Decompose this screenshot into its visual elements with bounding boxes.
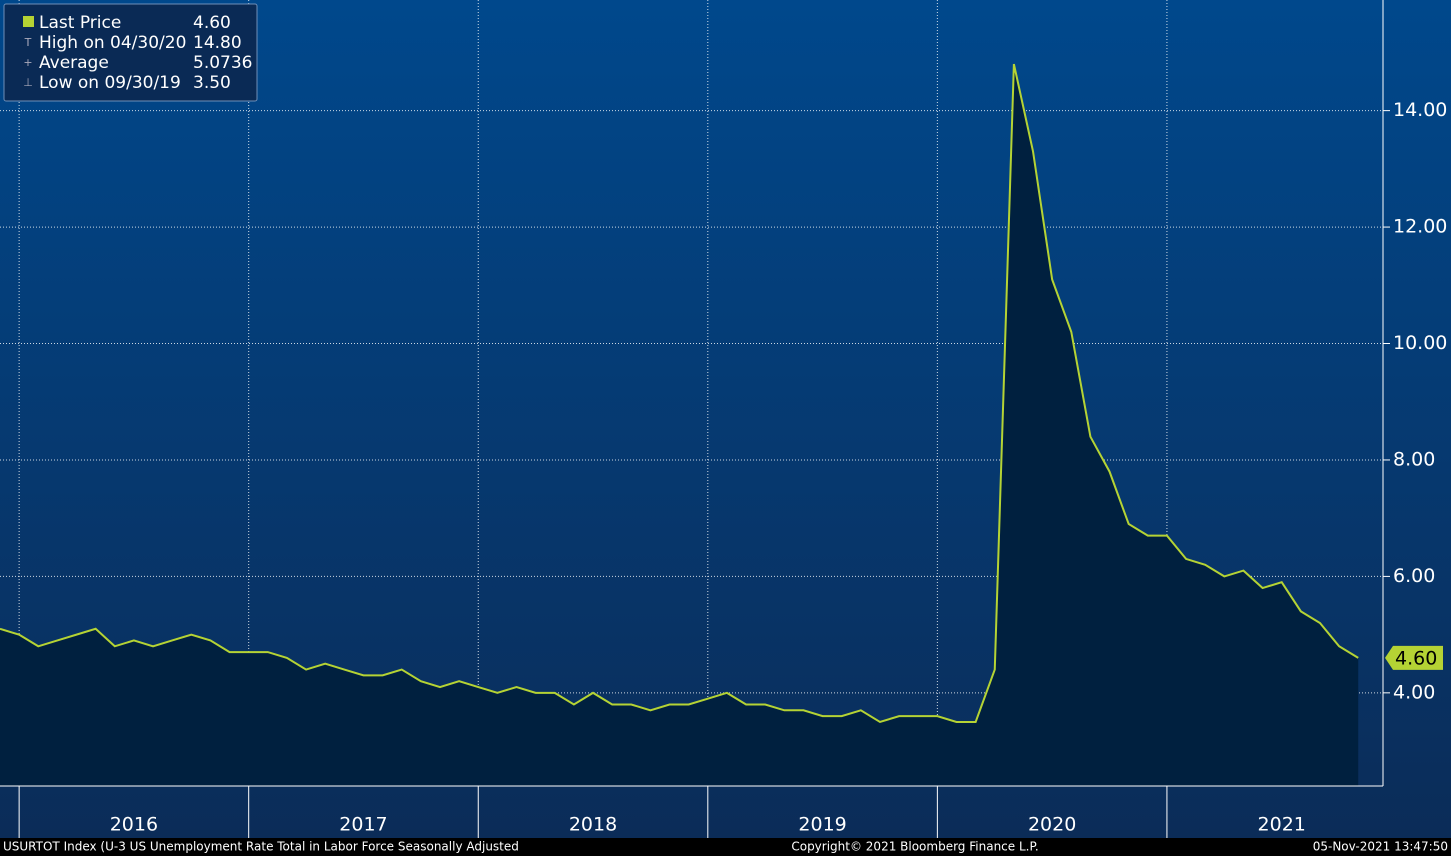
line — [0, 63, 1359, 724]
x-tick-label: 2018 — [569, 814, 617, 836]
footer-bar — [0, 838, 1451, 856]
y-tick-label: 6.00 — [1393, 565, 1435, 587]
x-tick-label: 2021 — [1258, 814, 1306, 836]
footer-left: USURTOT Index (U-3 US Unemployment Rate … — [3, 840, 519, 854]
legend — [3, 3, 258, 102]
footer-right: 05-Nov-2021 13:47:50 — [1313, 840, 1448, 854]
legend-swatch — [23, 16, 34, 27]
legend-label: Average — [39, 53, 109, 73]
x-tick-label: 2019 — [798, 814, 846, 836]
x-tick-label: 2020 — [1028, 814, 1076, 836]
last-price-badge — [1385, 645, 1443, 670]
legend-value: 4.60 — [193, 13, 231, 33]
legend-value: 14.80 — [193, 33, 242, 53]
area-fill — [0, 64, 1359, 787]
legend-icon: + — [23, 56, 32, 69]
legend-label: High on 04/30/20 — [39, 33, 186, 53]
legend-label: Low on 09/30/19 — [39, 73, 181, 93]
y-tick-label: 10.00 — [1393, 332, 1447, 354]
legend-box — [3, 3, 258, 102]
legend-icon: T — [24, 36, 32, 49]
footer-center: Copyright© 2021 Bloomberg Finance L.P. — [791, 840, 1038, 854]
last-price-label: 4.60 — [1395, 647, 1437, 669]
legend-icon: ⊥ — [23, 76, 33, 89]
y-tick-label: 12.00 — [1393, 216, 1447, 238]
x-tick-label: 2017 — [339, 814, 387, 836]
legend-value: 5.0736 — [193, 53, 252, 73]
y-tick-label: 8.00 — [1393, 448, 1435, 470]
legend-value: 3.50 — [193, 73, 231, 93]
legend-label: Last Price — [39, 13, 121, 33]
y-tick-label: 14.00 — [1393, 99, 1447, 121]
x-tick-label: 2016 — [110, 814, 158, 836]
y-tick-label: 4.00 — [1393, 681, 1435, 703]
